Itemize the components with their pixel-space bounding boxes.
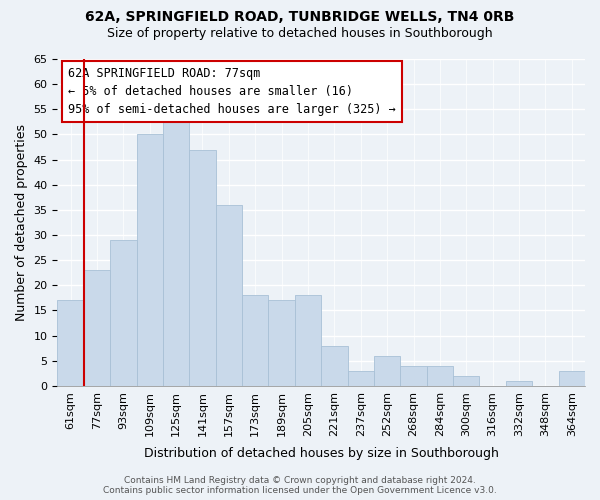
Text: 62A SPRINGFIELD ROAD: 77sqm
← 5% of detached houses are smaller (16)
95% of semi: 62A SPRINGFIELD ROAD: 77sqm ← 5% of deta… xyxy=(68,67,396,116)
Bar xyxy=(427,366,453,386)
Bar xyxy=(347,371,374,386)
Bar xyxy=(321,346,347,386)
Bar xyxy=(374,356,400,386)
Bar xyxy=(506,381,532,386)
Bar xyxy=(190,150,215,386)
Bar xyxy=(84,270,110,386)
Bar xyxy=(242,296,268,386)
Bar xyxy=(453,376,479,386)
Text: 62A, SPRINGFIELD ROAD, TUNBRIDGE WELLS, TN4 0RB: 62A, SPRINGFIELD ROAD, TUNBRIDGE WELLS, … xyxy=(85,10,515,24)
Bar xyxy=(295,296,321,386)
Text: Contains HM Land Registry data © Crown copyright and database right 2024.
Contai: Contains HM Land Registry data © Crown c… xyxy=(103,476,497,495)
X-axis label: Distribution of detached houses by size in Southborough: Distribution of detached houses by size … xyxy=(144,447,499,460)
Bar xyxy=(559,371,585,386)
Bar xyxy=(137,134,163,386)
Bar xyxy=(215,205,242,386)
Y-axis label: Number of detached properties: Number of detached properties xyxy=(15,124,28,321)
Bar xyxy=(268,300,295,386)
Bar xyxy=(58,300,84,386)
Bar xyxy=(400,366,427,386)
Text: Size of property relative to detached houses in Southborough: Size of property relative to detached ho… xyxy=(107,28,493,40)
Bar xyxy=(110,240,137,386)
Bar xyxy=(163,114,190,386)
